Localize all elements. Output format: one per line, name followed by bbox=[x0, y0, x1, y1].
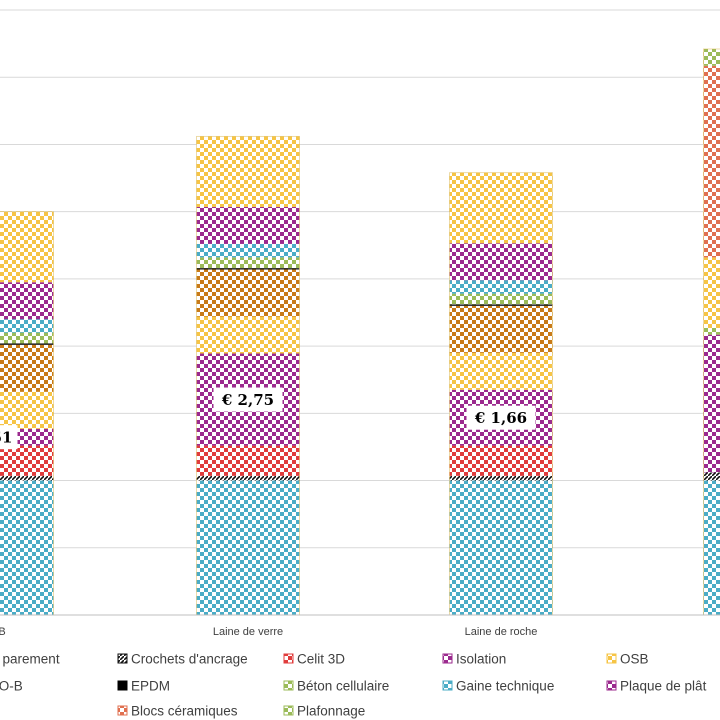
bar-outline bbox=[703, 48, 720, 616]
bar-segment-couverture: Couverture: 1.05 bbox=[196, 136, 300, 207]
bar-stack-laine-de-verre: Brique de parement: 2Crochets d'ancrage:… bbox=[196, 135, 300, 616]
legend-label: Plaque de plât bbox=[620, 679, 707, 694]
legend-item-brique-de-parement: ue de parement bbox=[0, 652, 60, 667]
data-label: 51 bbox=[0, 429, 12, 447]
bar-segment-beton-cellulaire: Béton cellulaire: 0.16 bbox=[0, 332, 54, 344]
legend-swatch bbox=[283, 653, 294, 664]
legend-item-celit-3d: Celit 3D bbox=[283, 652, 345, 667]
legend-swatch bbox=[442, 653, 453, 664]
bar-segment-couverture: Couverture: 1.05 bbox=[703, 257, 720, 328]
bar-segment-osb: OSB: 0.55 bbox=[0, 391, 54, 429]
legend-swatch bbox=[606, 653, 617, 664]
data-label-box bbox=[0, 425, 18, 450]
data-label: € 2,75 bbox=[221, 391, 274, 409]
gridlines bbox=[0, 9, 720, 616]
legend-label: OSB bbox=[620, 652, 649, 667]
data-label: € 1,66 bbox=[474, 409, 527, 427]
bar-segment-brique-de-parement: Brique de parement: 2 bbox=[449, 480, 553, 615]
bar-stack-category-3: Brique de parement: 2Crochets d'ancrage:… bbox=[703, 48, 720, 616]
bar-segment-epdm: EPDM: 0.02 bbox=[196, 268, 300, 270]
legend-label: EPDM bbox=[131, 679, 170, 694]
bar-segment-osb: OSB: 0.55 bbox=[449, 352, 553, 390]
legend-label: Crochets d'ancrage bbox=[131, 652, 248, 667]
legend-label: ue de parement bbox=[0, 652, 60, 667]
legend-item-isolation: Isolation bbox=[442, 652, 506, 667]
bar-segment-crochets-d-ancrage: Crochets d'ancrage: 0.07 bbox=[196, 475, 300, 481]
x-tick-label: Laine de verre bbox=[213, 626, 283, 638]
legend-label: Béton cellulaire bbox=[297, 679, 389, 694]
bar-segment-beton-cellulaire: Béton cellulaire: 0.1 bbox=[703, 327, 720, 335]
bar-segment-brique-de-parement: Brique de parement: 2 bbox=[196, 480, 300, 615]
bar-segment-epdm: EPDM: 0.02 bbox=[0, 343, 54, 345]
legend-label: Plafonnage bbox=[297, 704, 365, 719]
data-labels: 51 € 2,75 € 1,66 bbox=[0, 387, 536, 450]
bar-segment-gaine-technique: Gaine technique: 0.2 bbox=[0, 319, 54, 333]
bar-segment-osb: OSB: 0.55 bbox=[196, 316, 300, 354]
legend: ue de parement Crochets d'ancrage Celit 3D… bbox=[0, 652, 707, 719]
bar-segment-plaque-de-platre: Plaque de plâtre: 0.55 bbox=[449, 243, 553, 281]
bar-segment-couverture: Couverture: 1.05 bbox=[449, 172, 553, 244]
legend-label: Celit 3D bbox=[297, 652, 345, 667]
legend-swatch bbox=[117, 705, 128, 716]
legend-swatch bbox=[283, 705, 294, 716]
bar-segment-celit-3d: Celit 3D: 0.45 bbox=[0, 445, 54, 476]
legend-item-osb: OSB bbox=[606, 652, 649, 667]
bar-segment-structure-o-b: Structure O-B: 0.7 bbox=[0, 344, 54, 392]
data-label-box bbox=[213, 387, 283, 412]
bar-segment-epdm: EPDM: 0.02 bbox=[449, 304, 553, 306]
bar-segment-plaque-de-platre: Plaque de plâtre: 0.55 bbox=[196, 206, 300, 244]
legend-label: Blocs céramiques bbox=[131, 704, 238, 719]
bar-segment-couverture: Couverture: 1.05 bbox=[0, 211, 54, 283]
bar-segment-beton-cellulaire: Béton cellulaire: 0.16 bbox=[196, 257, 300, 269]
x-tick-label: Laine de roche bbox=[465, 626, 538, 638]
bar-segment-structure-o-b: Structure O-B: 0.7 bbox=[449, 305, 553, 353]
legend-swatch bbox=[117, 680, 128, 691]
x-axis: B Laine de verre Laine de roche bbox=[0, 614, 720, 638]
bar-segment-crochets-d-ancrage: Crochets d'ancrage: 0.07 bbox=[0, 475, 54, 481]
bars: Brique de parement: 2Crochets d'ancrage:… bbox=[0, 48, 720, 616]
bar-segment-brique-de-parement: Brique de parement: 2 bbox=[703, 480, 720, 615]
legend-swatch bbox=[442, 680, 453, 691]
bar-segment-brique-de-parement: Brique de parement: 2 bbox=[0, 480, 54, 615]
legend-item-crochets-d-ancrage: Crochets d'ancrage bbox=[117, 652, 248, 667]
legend-swatch bbox=[117, 653, 128, 664]
legend-item-epdm: EPDM bbox=[117, 679, 170, 694]
bar-segment-blocs-ceramiques: Blocs céramiques: 2.85 bbox=[703, 65, 720, 258]
bar-segment-crochets-d-ancrage: Crochets d'ancrage: 0.12 bbox=[703, 472, 720, 481]
legend-label: Isolation bbox=[456, 652, 506, 667]
legend-item-gaine-technique: Gaine technique bbox=[442, 679, 554, 694]
legend-swatch bbox=[606, 680, 617, 691]
legend-item-plafonnage: Plafonnage bbox=[283, 704, 365, 719]
legend-item-plaque-de-platre: Plaque de plât bbox=[606, 679, 707, 694]
bar-segment-celit-3d: Celit 3D: 0.45 bbox=[449, 445, 553, 476]
legend-item-structure-o-b: cture O-B bbox=[0, 679, 23, 694]
bar-segment-celit-3d: Celit 3D: 0.45 bbox=[196, 445, 300, 476]
bar-segment-isolation: Isolation: 2.05 bbox=[703, 334, 720, 473]
legend-label: Gaine technique bbox=[456, 679, 554, 694]
bar-segment-gaine-technique: Gaine technique: 0.2 bbox=[449, 280, 553, 294]
bar-segment-beton-cellulaire: Béton cellulaire: 0.16 bbox=[449, 293, 553, 305]
data-label-box bbox=[466, 405, 536, 430]
legend-item-blocs-ceramiques: Blocs céramiques bbox=[117, 704, 238, 719]
legend-item-beton-cellulaire: Béton cellulaire bbox=[283, 679, 389, 694]
legend-label: cture O-B bbox=[0, 679, 23, 694]
bar-segment-structure-o-b: Structure O-B: 0.7 bbox=[196, 269, 300, 317]
legend-swatch bbox=[283, 680, 294, 691]
bar-stack-b: Brique de parement: 2Crochets d'ancrage:… bbox=[0, 211, 54, 616]
x-tick-label: B bbox=[0, 626, 6, 638]
bar-segment-plaque-de-platre: Plaque de plâtre: 0.55 bbox=[0, 282, 54, 320]
bar-stack-laine-de-roche: Brique de parement: 2Crochets d'ancrage:… bbox=[449, 172, 553, 616]
bar-segment-gaine-technique: Gaine technique: 0.2 bbox=[196, 243, 300, 258]
bar-segment-crochets-d-ancrage: Crochets d'ancrage: 0.07 bbox=[449, 475, 553, 481]
bar-segment-plafonnage: Plafonnage: 0.25 bbox=[703, 48, 720, 66]
